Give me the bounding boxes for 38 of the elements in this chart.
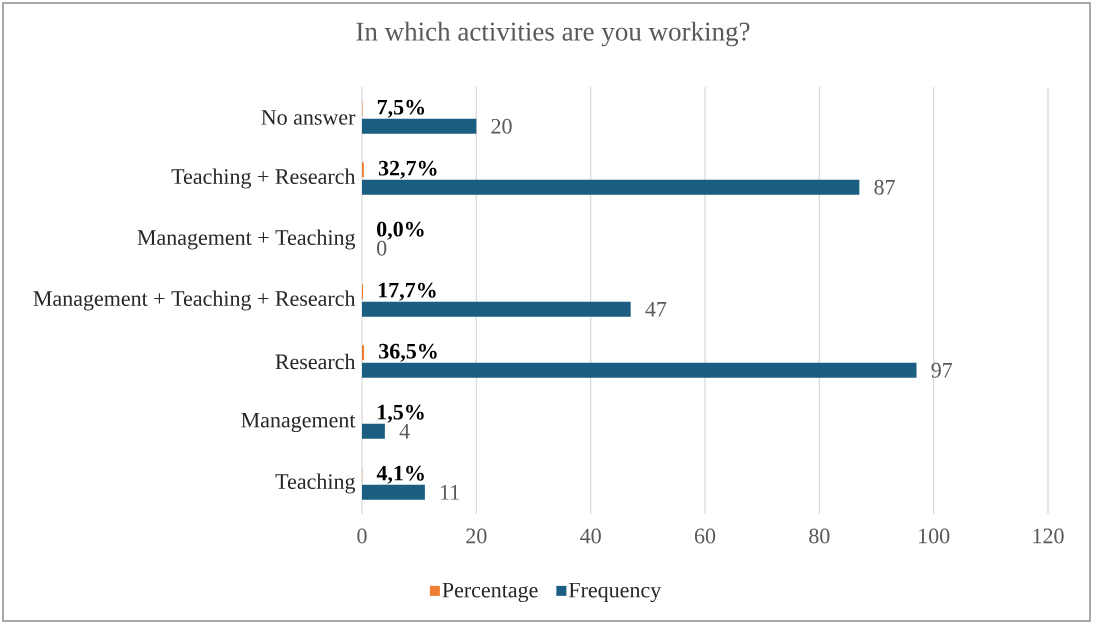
data-label: 36,5% [379, 343, 437, 362]
data-label: 32,7% [378, 160, 437, 179]
bar [362, 179, 860, 195]
data-label: 4,1% [376, 465, 424, 484]
y-tick-label: Management + Teaching + Research [33, 290, 356, 311]
x-tick-label: 20 [466, 528, 487, 544]
data-label: 20 [491, 118, 512, 134]
data-label: 11 [441, 484, 459, 500]
x-tick-label: 120 [1033, 528, 1064, 544]
legend-label: Frequency [568, 582, 662, 603]
legend-label: Percentage [442, 582, 538, 603]
bar [362, 345, 365, 361]
data-label: 17,7% [378, 282, 436, 301]
data-label: 87 [874, 179, 895, 195]
data-label: 4 [399, 424, 410, 439]
y-tick-label: No answer [261, 110, 356, 125]
data-label: 47 [645, 302, 667, 317]
y-tick-label: Management + Teaching [137, 229, 356, 250]
x-tick-label: 100 [919, 528, 950, 544]
data-label: 1,5% [378, 404, 424, 423]
data-label: 7,5% [377, 99, 425, 118]
bar [362, 423, 385, 439]
x-tick-label: 60 [694, 528, 716, 544]
y-tick-label: Management [241, 412, 356, 433]
bar [362, 484, 425, 500]
data-label: 97 [931, 362, 953, 378]
x-tick-label: 0 [357, 528, 367, 544]
bar [362, 362, 917, 378]
data-label: 0 [377, 240, 387, 256]
y-tick-label: Teaching [275, 473, 356, 494]
y-tick-label: Teaching + Research [171, 168, 356, 189]
chart-title: In which activities are you working? [356, 21, 750, 47]
x-tick-label: 40 [580, 528, 601, 544]
bar [362, 301, 631, 317]
data-label: 0,0% [377, 221, 424, 240]
bar [362, 118, 477, 134]
y-tick-label: Research [275, 353, 356, 370]
x-tick-label: 80 [809, 528, 830, 544]
